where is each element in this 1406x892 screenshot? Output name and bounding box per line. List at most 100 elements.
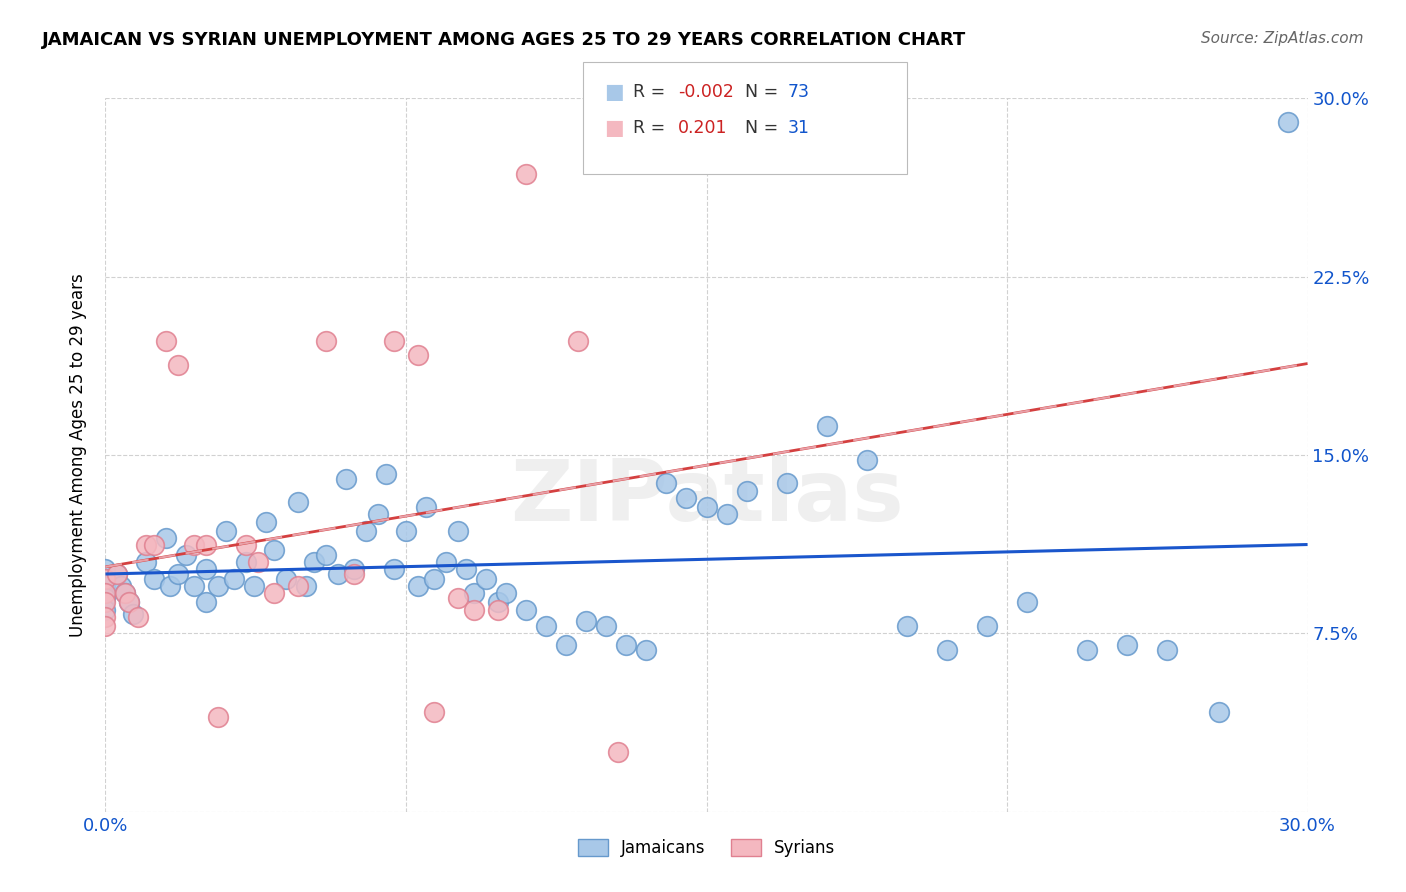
Point [616, 638, 638, 652]
Point [423, 572, 446, 586]
Point [94, 586, 117, 600]
Point [776, 476, 799, 491]
Point [495, 586, 517, 600]
Point [94, 572, 117, 586]
Point [94, 595, 117, 609]
Point [534, 619, 557, 633]
Point [636, 643, 658, 657]
Point [607, 745, 630, 759]
Point [94, 579, 117, 593]
Point [194, 538, 217, 552]
Point [815, 419, 838, 434]
Text: N =: N = [745, 83, 779, 101]
Point [406, 348, 429, 362]
Point [567, 334, 589, 348]
Point [207, 709, 229, 723]
Point [142, 538, 165, 552]
Point [434, 555, 457, 569]
Point [274, 572, 297, 586]
Point [374, 467, 398, 481]
Point [107, 566, 129, 581]
Point [395, 524, 418, 538]
Point [118, 595, 141, 609]
Point [595, 619, 617, 633]
Point [155, 334, 177, 348]
Point [94, 609, 117, 624]
Legend: Jamaicans, Syrians: Jamaicans, Syrians [571, 832, 842, 864]
Point [302, 555, 325, 569]
Point [315, 548, 337, 562]
Text: N =: N = [745, 119, 779, 136]
Point [222, 572, 245, 586]
Point [183, 538, 205, 552]
Point [1156, 643, 1178, 657]
Point [207, 579, 229, 593]
Point [655, 476, 678, 491]
Text: Source: ZipAtlas.com: Source: ZipAtlas.com [1201, 31, 1364, 46]
Point [515, 602, 537, 616]
Point [382, 562, 405, 576]
Point [107, 566, 129, 581]
Point [515, 167, 537, 181]
Point [855, 452, 877, 467]
Point [1208, 705, 1230, 719]
Point [94, 619, 117, 633]
Point [486, 595, 509, 609]
Point [94, 572, 117, 586]
Point [214, 524, 236, 538]
Point [194, 595, 217, 609]
Point [382, 334, 405, 348]
Point [135, 538, 157, 552]
Text: 31: 31 [787, 119, 810, 136]
Point [114, 586, 136, 600]
Point [406, 579, 429, 593]
Point [263, 586, 285, 600]
Text: -0.002: -0.002 [678, 83, 734, 101]
Point [354, 524, 377, 538]
Point [94, 602, 117, 616]
Point [1017, 595, 1039, 609]
Point [135, 555, 157, 569]
Point [174, 548, 197, 562]
Point [326, 566, 349, 581]
Point [287, 579, 309, 593]
Point [166, 358, 188, 372]
Point [194, 562, 217, 576]
Point [1076, 643, 1098, 657]
Point [94, 562, 117, 576]
Point [343, 562, 366, 576]
Text: R =: R = [633, 83, 665, 101]
Text: 0.201: 0.201 [678, 119, 727, 136]
Point [675, 491, 697, 505]
Point [696, 500, 718, 515]
Point [235, 538, 257, 552]
Point [486, 602, 509, 616]
Point [122, 607, 145, 622]
Point [475, 572, 498, 586]
Point [896, 619, 918, 633]
Point [166, 566, 188, 581]
Point [976, 619, 998, 633]
Text: JAMAICAN VS SYRIAN UNEMPLOYMENT AMONG AGES 25 TO 29 YEARS CORRELATION CHART: JAMAICAN VS SYRIAN UNEMPLOYMENT AMONG AG… [42, 31, 966, 49]
Point [367, 508, 389, 522]
Point [735, 483, 758, 498]
Point [242, 579, 264, 593]
Point [423, 705, 446, 719]
Point [936, 643, 959, 657]
Point [343, 566, 366, 581]
Point [235, 555, 257, 569]
Point [142, 572, 165, 586]
Point [263, 543, 285, 558]
Point [555, 638, 578, 652]
Text: ■: ■ [605, 118, 624, 137]
Point [287, 495, 309, 509]
Point [94, 591, 117, 605]
Point [315, 334, 337, 348]
Point [155, 531, 177, 545]
Point [463, 602, 485, 616]
Point [463, 586, 485, 600]
Point [1116, 638, 1139, 652]
Point [415, 500, 437, 515]
Point [716, 508, 738, 522]
Point [254, 515, 277, 529]
